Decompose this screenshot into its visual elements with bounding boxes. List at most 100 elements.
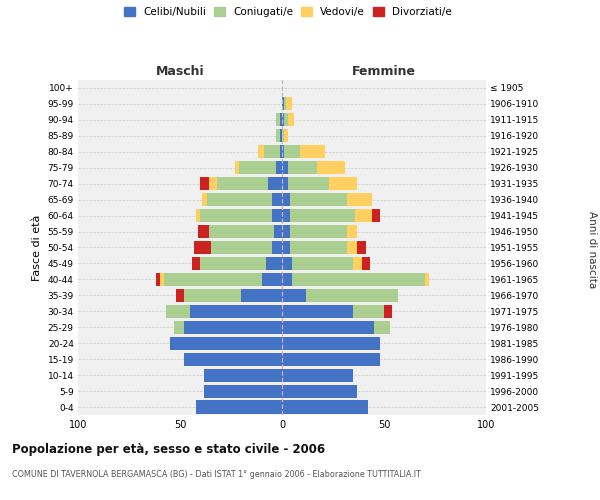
Bar [374,320,390,334]
Bar [288,114,294,126]
Bar [155,273,160,286]
Bar [268,177,282,190]
Bar [425,273,429,286]
Bar [290,209,355,222]
Bar [200,177,209,190]
Bar [209,225,274,238]
Bar [307,289,398,302]
Bar [202,193,206,206]
Bar [353,305,384,318]
Text: Maschi: Maschi [155,64,205,78]
Bar [276,114,280,126]
Bar [384,305,392,318]
Bar [290,193,347,206]
Bar [282,320,374,334]
Bar [205,384,282,398]
Bar [164,273,262,286]
Bar [206,193,272,206]
Bar [196,400,282,413]
Bar [347,225,358,238]
Bar [272,209,282,222]
Bar [282,400,368,413]
Bar [276,161,282,174]
Bar [174,320,184,334]
Bar [192,257,200,270]
Bar [292,257,353,270]
Bar [355,209,372,222]
Bar [282,289,307,302]
Bar [209,177,217,190]
Bar [282,177,288,190]
Bar [200,209,272,222]
Bar [288,177,329,190]
Bar [362,257,370,270]
Bar [317,161,345,174]
Bar [284,145,301,158]
Bar [284,98,286,110]
Bar [282,241,290,254]
Bar [166,305,190,318]
Bar [200,257,266,270]
Bar [290,241,347,254]
Bar [353,257,362,270]
Bar [280,145,282,158]
Bar [292,273,425,286]
Bar [170,336,282,350]
Bar [282,305,353,318]
Bar [290,225,347,238]
Bar [347,193,372,206]
Bar [184,320,282,334]
Bar [282,145,284,158]
Bar [190,305,282,318]
Bar [282,209,290,222]
Bar [282,368,353,382]
Bar [274,225,282,238]
Bar [282,225,290,238]
Bar [280,130,282,142]
Bar [358,241,365,254]
Bar [282,257,292,270]
Bar [282,130,284,142]
Bar [288,161,317,174]
Bar [184,352,282,366]
Bar [282,336,380,350]
Bar [194,241,211,254]
Bar [301,145,325,158]
Bar [217,177,268,190]
Bar [272,241,282,254]
Bar [263,145,280,158]
Bar [272,193,282,206]
Bar [239,161,276,174]
Bar [257,145,263,158]
Bar [241,289,282,302]
Y-axis label: Fasce di età: Fasce di età [32,214,42,280]
Bar [266,257,282,270]
Bar [205,368,282,382]
Bar [329,177,358,190]
Bar [235,161,239,174]
Bar [282,352,380,366]
Bar [211,241,272,254]
Bar [196,209,200,222]
Bar [282,98,284,110]
Bar [372,209,380,222]
Text: Popolazione per età, sesso e stato civile - 2006: Popolazione per età, sesso e stato civil… [12,442,325,456]
Legend: Celibi/Nubili, Coniugati/e, Vedovi/e, Divorziati/e: Celibi/Nubili, Coniugati/e, Vedovi/e, Di… [122,5,454,20]
Bar [280,114,282,126]
Bar [284,114,288,126]
Bar [282,193,290,206]
Bar [282,384,358,398]
Bar [184,289,241,302]
Bar [199,225,209,238]
Bar [176,289,184,302]
Text: Anni di nascita: Anni di nascita [587,212,597,288]
Bar [160,273,164,286]
Text: Femmine: Femmine [352,64,416,78]
Bar [286,98,292,110]
Bar [282,273,292,286]
Text: COMUNE DI TAVERNOLA BERGAMASCA (BG) - Dati ISTAT 1° gennaio 2006 - Elaborazione : COMUNE DI TAVERNOLA BERGAMASCA (BG) - Da… [12,470,421,479]
Bar [284,130,288,142]
Bar [282,114,284,126]
Bar [347,241,358,254]
Bar [282,161,288,174]
